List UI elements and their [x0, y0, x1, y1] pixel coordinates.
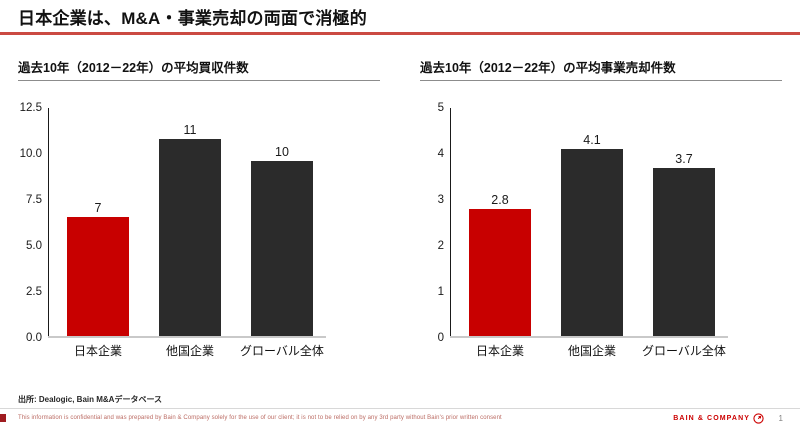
slide-title: 日本企業は、M&A・事業売却の両面で消極的 [18, 9, 367, 28]
bar [653, 167, 715, 338]
slide-header: 日本企業は、M&A・事業売却の両面で消極的 [0, 0, 800, 30]
bain-logo: BAIN & COMPANY [673, 409, 764, 427]
bars-acquisitions: 7 日本企業 11 他国企業 10 グローバル全体 [49, 108, 326, 358]
footer: This information is confidential and was… [0, 408, 800, 427]
y-tick-label: 5 [437, 102, 444, 114]
bain-compass-icon [753, 413, 764, 424]
bain-logo-text: BAIN & COMPANY [673, 415, 750, 422]
y-tick-label: 0.0 [26, 332, 42, 344]
bar-value-label: 10 [275, 145, 289, 160]
y-tick-label: 4 [437, 148, 444, 160]
bar-value-label: 11 [183, 123, 197, 138]
chart-average-divestitures: 過去10年（2012－22年）の平均事業売却件数 0 1 2 3 4 5 2.8 日本企業 4… [420, 61, 782, 358]
footer-disclaimer: This information is confidential and was… [18, 415, 502, 421]
source-note: 出所: Dealogic, Bain M&Aデータベース [18, 395, 163, 404]
category-label: 他国企業 [165, 344, 215, 358]
bar-group: 10 グローバル全体 [240, 108, 324, 358]
y-tick-label: 2.5 [26, 286, 42, 298]
bars-divestitures: 2.8 日本企業 4.1 他国企業 3.7 グローバル全体 [451, 108, 728, 358]
bar [561, 149, 623, 338]
bar [159, 139, 221, 338]
category-label: グローバル全体 [642, 344, 726, 358]
bar-group: 11 他国企業 [159, 108, 221, 358]
y-tick-label: 12.5 [19, 102, 42, 114]
chart-title-divestitures: 過去10年（2012－22年）の平均事業売却件数 [420, 61, 782, 81]
bar-group: 2.8 日本企業 [469, 108, 531, 358]
bar [251, 161, 313, 338]
bar-value-label: 2.8 [491, 193, 509, 208]
bar-group: 3.7 グローバル全体 [642, 108, 726, 358]
bar-group: 7 日本企業 [67, 108, 129, 358]
y-tick-label: 10.0 [19, 148, 42, 160]
bar-value-label: 4.1 [583, 133, 601, 148]
chart-average-acquisitions: 過去10年（2012－22年）の平均買収件数 0.0 2.5 5.0 7.5 10.0 1… [18, 61, 380, 358]
y-tick-label: 1 [437, 286, 444, 298]
page-number: 1 [778, 414, 783, 423]
y-tick-label: 0 [437, 332, 444, 344]
title-rule [0, 32, 800, 35]
y-tick-label: 5.0 [26, 240, 42, 252]
y-tick-label: 3 [437, 194, 444, 206]
category-label: グローバル全体 [240, 344, 324, 358]
category-label: 日本企業 [73, 344, 123, 358]
plot-area-acquisitions: 7 日本企業 11 他国企業 10 グローバル全体 [47, 108, 326, 358]
bar [67, 216, 129, 338]
y-tick-label: 7.5 [26, 194, 42, 206]
chart-title-acquisitions: 過去10年（2012－22年）の平均買収件数 [18, 61, 380, 81]
category-label: 日本企業 [475, 344, 525, 358]
plot-acquisitions: 0.0 2.5 5.0 7.5 10.0 12.5 7 日本企業 11 他国企業 10 グローバル全… [18, 102, 380, 358]
plot-area-divestitures: 2.8 日本企業 4.1 他国企業 3.7 グローバル全体 [449, 108, 728, 358]
y-axis-divestitures: 0 1 2 3 4 5 [420, 102, 450, 344]
y-axis-acquisitions: 0.0 2.5 5.0 7.5 10.0 12.5 [18, 102, 48, 344]
bar-value-label: 7 [94, 200, 102, 215]
y-tick-label: 2 [437, 240, 444, 252]
charts-row: 過去10年（2012－22年）の平均買収件数 0.0 2.5 5.0 7.5 10.0 1… [0, 61, 800, 358]
bar [469, 209, 531, 338]
category-label: 他国企業 [567, 344, 617, 358]
plot-divestitures: 0 1 2 3 4 5 2.8 日本企業 4.1 他国企業 3.7 グローバル全体 [420, 102, 782, 358]
bar-group: 4.1 他国企業 [561, 108, 623, 358]
footer-red-mark [0, 414, 6, 422]
bar-value-label: 3.7 [675, 151, 693, 166]
